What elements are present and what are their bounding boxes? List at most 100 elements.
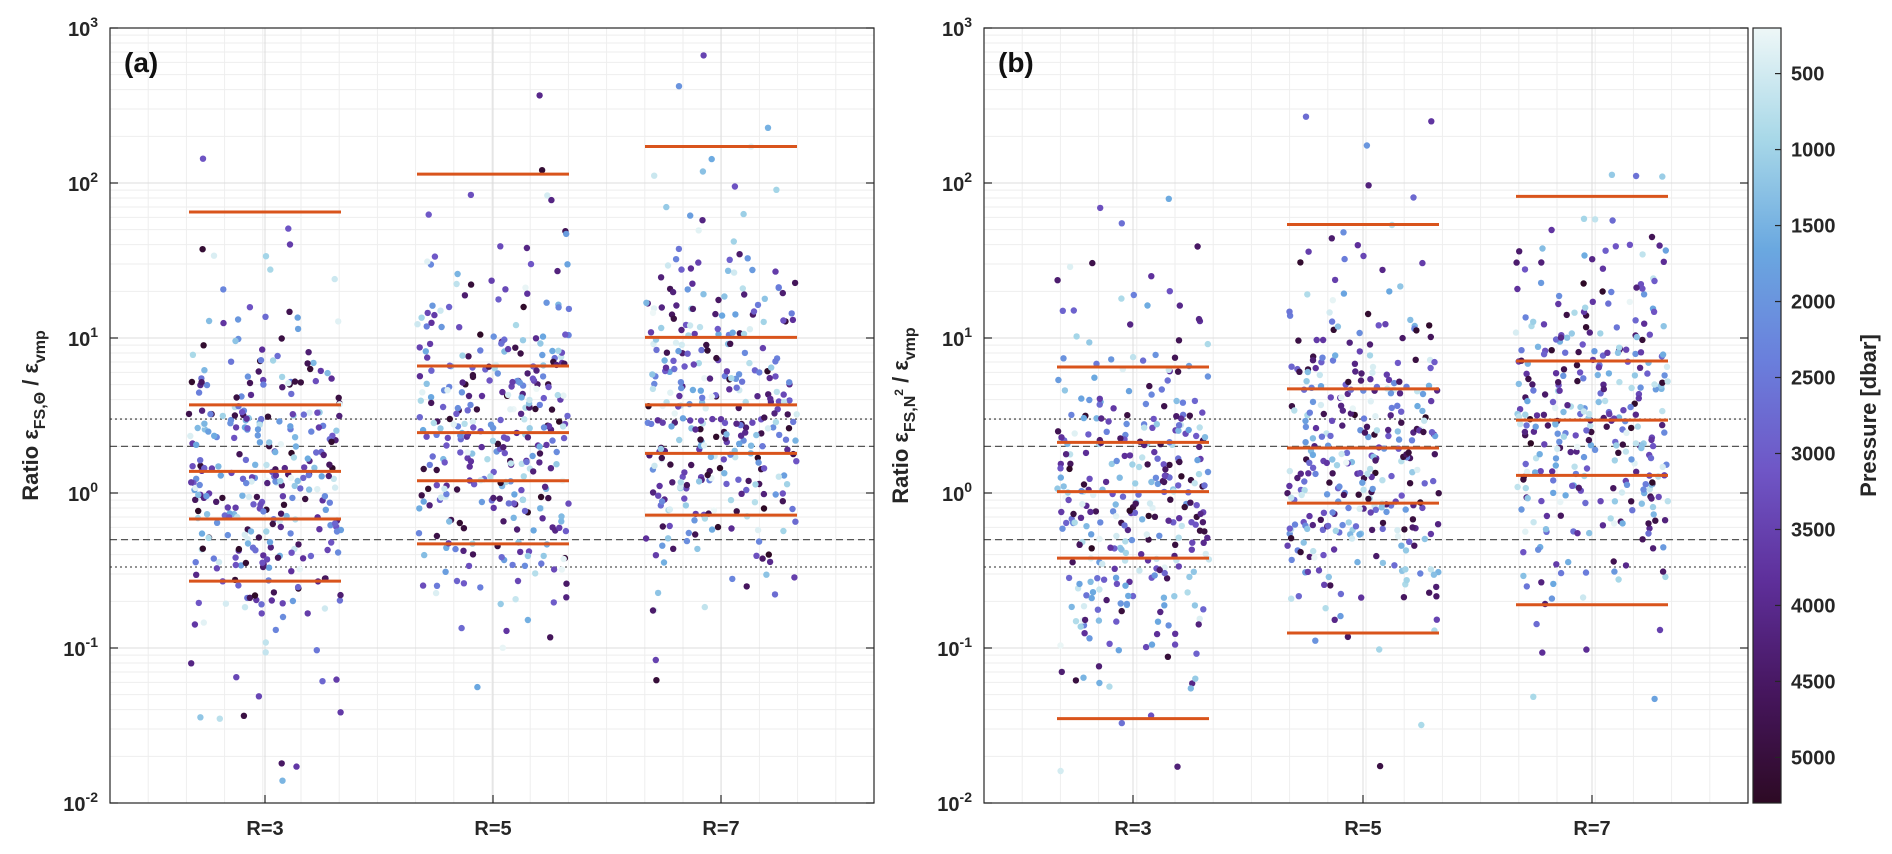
data-point (1646, 525, 1653, 532)
data-point (257, 357, 265, 364)
data-point (1589, 298, 1597, 305)
data-point (1319, 526, 1327, 533)
data-point (1659, 379, 1666, 386)
data-point (237, 562, 245, 569)
data-point (1309, 435, 1317, 442)
data-point (544, 192, 551, 199)
data-point (1288, 595, 1295, 602)
data-point (1428, 397, 1435, 405)
data-point (1345, 519, 1353, 526)
data-point (1611, 457, 1619, 464)
data-point (429, 453, 436, 460)
data-point (675, 245, 683, 253)
data-point (428, 367, 435, 374)
colorbar-tick-label: 1000 (1791, 140, 1836, 162)
data-point (188, 378, 196, 386)
data-point (760, 505, 768, 512)
data-point (460, 547, 467, 554)
data-point (1659, 351, 1667, 358)
data-point (321, 493, 329, 500)
data-point (738, 490, 745, 497)
data-point (660, 559, 668, 566)
data-point (1164, 377, 1171, 384)
data-point (235, 582, 242, 589)
data-point (1194, 456, 1201, 464)
data-point (494, 440, 502, 447)
data-point (539, 515, 546, 522)
data-point (1572, 432, 1579, 439)
data-point (1118, 546, 1125, 553)
data-point (333, 427, 340, 434)
data-point (431, 253, 439, 260)
data-point (1197, 510, 1204, 518)
data-point (1575, 348, 1582, 356)
data-point (526, 425, 533, 432)
data-point (1059, 307, 1067, 314)
data-point (661, 357, 668, 364)
data-point (537, 505, 544, 512)
data-point (1612, 243, 1620, 250)
data-point (246, 304, 254, 311)
data-point (548, 196, 555, 204)
data-point (224, 531, 231, 539)
data-point (507, 460, 515, 467)
data-point (1356, 469, 1364, 477)
data-point (1368, 526, 1376, 534)
data-point (677, 379, 685, 386)
data-point (1081, 630, 1088, 637)
data-point (1407, 316, 1414, 324)
data-point (1512, 329, 1520, 336)
data-point (215, 558, 223, 566)
data-point (422, 348, 429, 355)
data-point (1173, 413, 1180, 420)
data-point (464, 407, 471, 414)
data-point (1287, 535, 1295, 542)
data-point (322, 506, 329, 513)
data-point (663, 349, 671, 356)
data-point (1544, 422, 1552, 429)
data-point (1414, 466, 1421, 474)
data-point (231, 434, 238, 442)
data-point (558, 566, 565, 573)
data-point (1610, 485, 1617, 492)
data-point (1142, 400, 1150, 408)
data-point (504, 345, 512, 353)
data-point (1200, 606, 1207, 613)
data-point (1117, 600, 1124, 607)
data-point (507, 406, 514, 413)
data-point (1580, 375, 1587, 382)
data-point (1635, 395, 1643, 402)
data-point (1522, 314, 1529, 321)
data-point (532, 405, 539, 413)
data-point (724, 267, 732, 274)
data-point (453, 486, 461, 493)
data-point (1171, 593, 1178, 600)
data-point (766, 558, 774, 566)
data-point (697, 417, 705, 424)
data-point (1324, 522, 1332, 530)
data-point (1409, 516, 1417, 523)
data-point (791, 279, 799, 287)
data-point (473, 406, 481, 413)
data-point (333, 676, 340, 683)
data-point (1656, 626, 1664, 634)
data-point (243, 479, 250, 487)
data-point (421, 551, 428, 559)
data-point (1418, 721, 1425, 729)
data-point (1072, 677, 1080, 684)
data-point (252, 547, 259, 554)
data-point (1361, 429, 1369, 436)
data-point (1659, 463, 1666, 471)
data-point (699, 394, 706, 401)
data-point (1204, 373, 1212, 380)
data-point (678, 326, 685, 334)
data-point (1574, 377, 1581, 385)
data-point (1108, 460, 1116, 468)
data-point (219, 494, 226, 502)
data-point (663, 203, 670, 211)
data-point (709, 415, 716, 423)
data-point (1196, 424, 1203, 431)
data-point (1165, 517, 1172, 524)
data-point (1555, 292, 1563, 300)
data-point (671, 410, 678, 417)
